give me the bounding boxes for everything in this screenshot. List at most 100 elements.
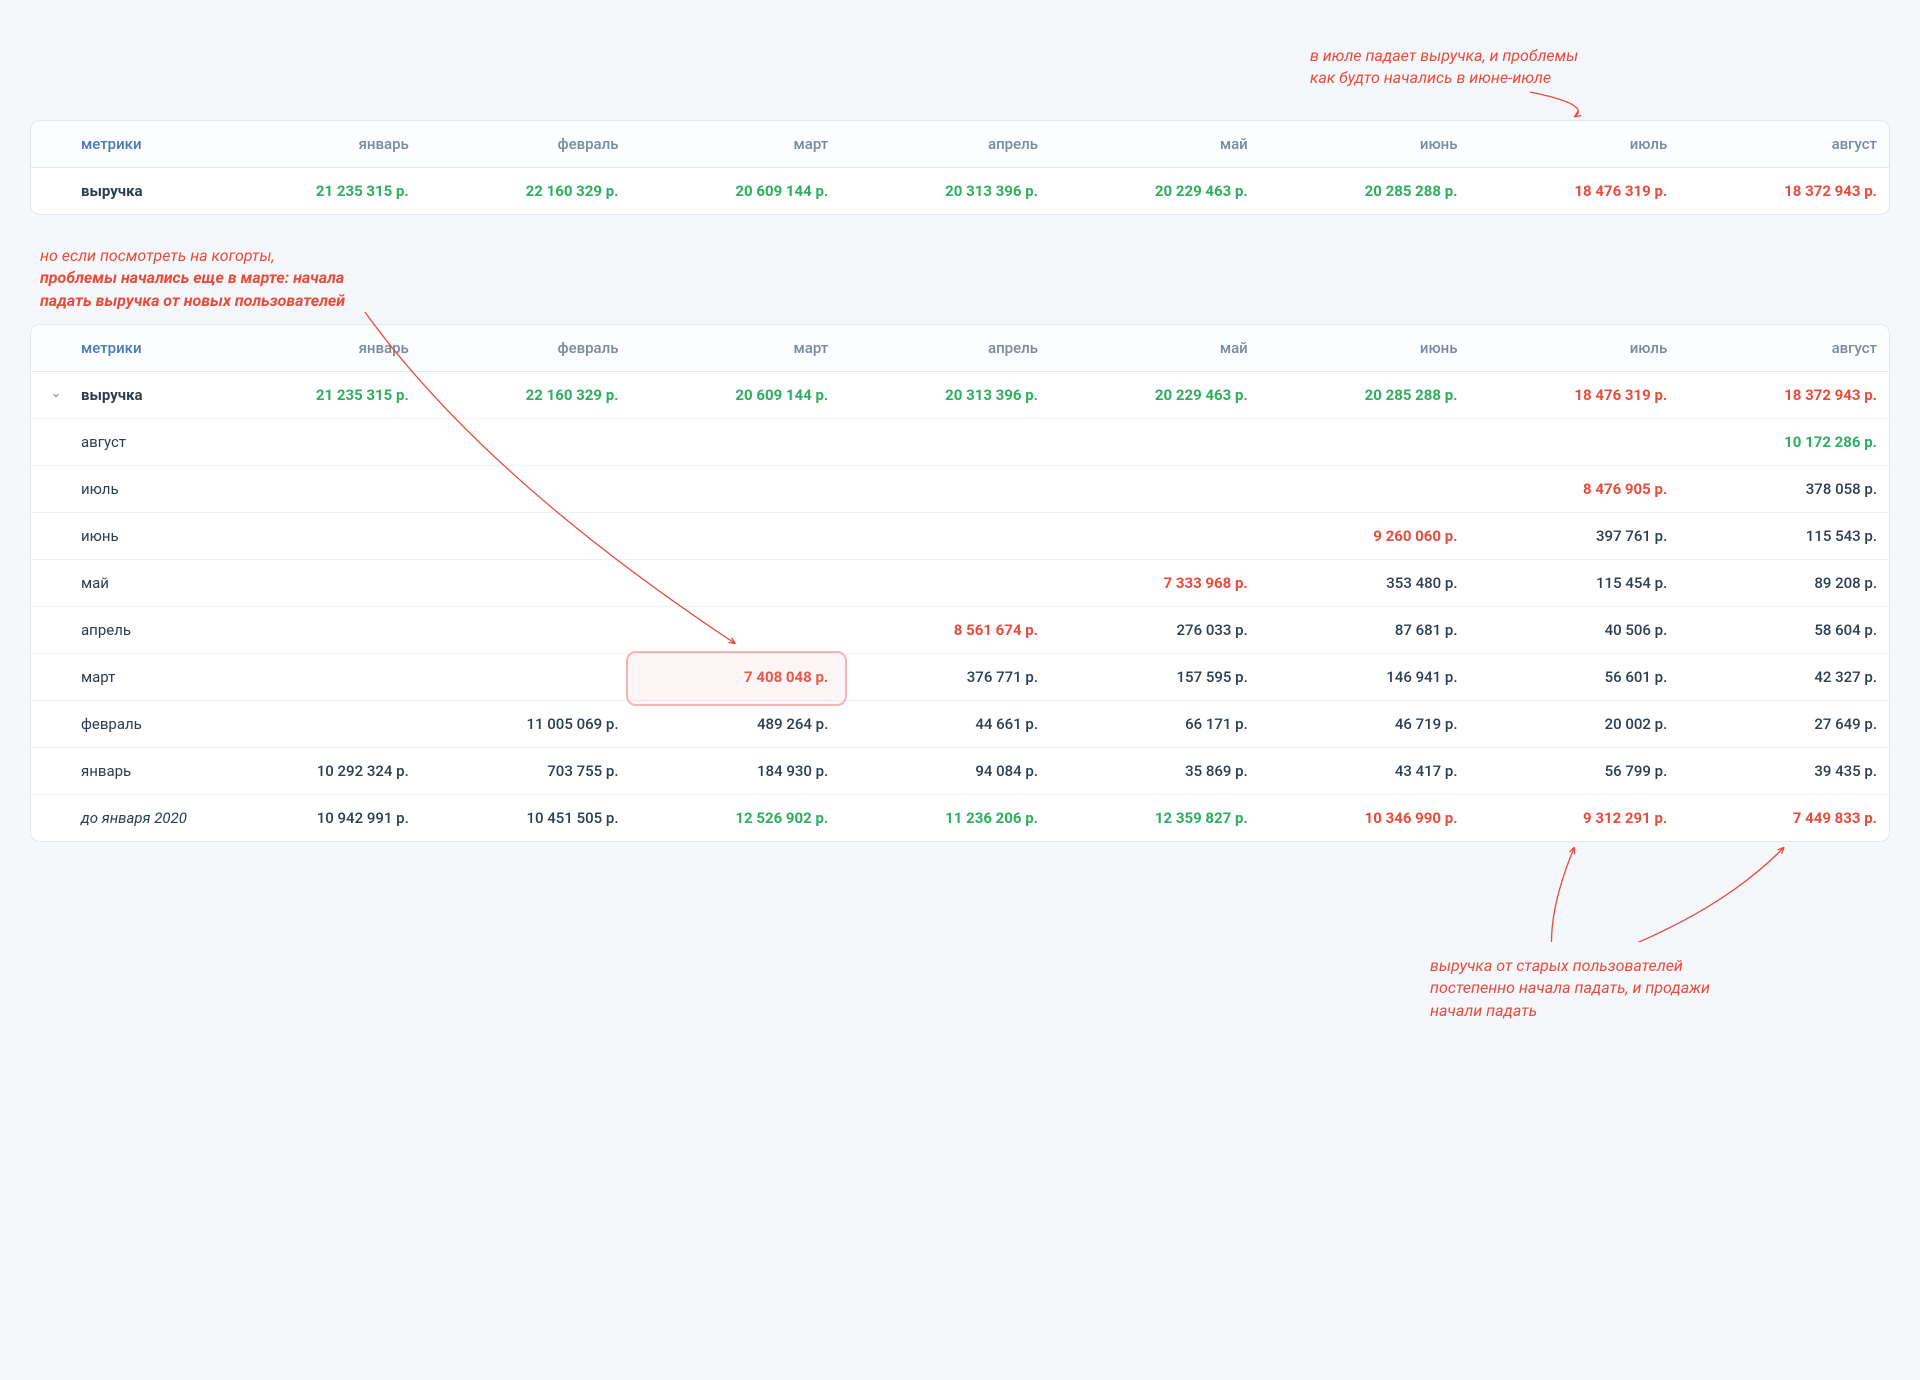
cell-value: 10 942 991 р. (211, 795, 421, 842)
cell-value: 9 260 060 р. (1260, 513, 1470, 560)
cell-value: 20 229 463 р. (1050, 168, 1260, 215)
cell-value (1260, 466, 1470, 513)
col-metrics: метрики (31, 325, 211, 372)
cell-value: 397 761 р. (1470, 513, 1680, 560)
annotation-bottom: выручка от старых пользователей постепен… (1430, 955, 1810, 1022)
cell-value (211, 654, 421, 701)
cell-value: 20 313 396 р. (840, 168, 1050, 215)
cell-value (211, 560, 421, 607)
cell-value: 8 476 905 р. (1470, 466, 1680, 513)
cell-value: 146 941 р. (1260, 654, 1470, 701)
row-label: выручка (31, 168, 211, 215)
col-month: июль (1470, 325, 1680, 372)
cell-value: 22 160 329 р. (421, 168, 631, 215)
col-month: апрель (840, 325, 1050, 372)
col-month: февраль (421, 121, 631, 168)
annotation-text: как будто начались в июне-июле (1310, 68, 1551, 87)
cell-value: 40 506 р. (1470, 607, 1680, 654)
cell-value (840, 560, 1050, 607)
cell-value: 376 771 р. (840, 654, 1050, 701)
cell-value (421, 513, 631, 560)
col-month: январь (211, 121, 421, 168)
cell-value (1050, 513, 1260, 560)
cell-value (1050, 419, 1260, 466)
annotation-text: падать выручка от новых пользователей (40, 291, 345, 310)
cell-value: 35 869 р. (1050, 748, 1260, 795)
cell-value (421, 607, 631, 654)
cell-value: 20 313 396 р. (840, 372, 1050, 419)
cohort-table: метрикиянварьфевральмартапрельмайиюньиюл… (30, 324, 1890, 842)
cell-value: 21 235 315 р. (211, 168, 421, 215)
annotation-text: проблемы начались еще в марте: начала (40, 268, 344, 287)
cell-value (1260, 419, 1470, 466)
cell-value: 20 002 р. (1470, 701, 1680, 748)
cell-value: 10 346 990 р. (1260, 795, 1470, 842)
cell-value: 87 681 р. (1260, 607, 1470, 654)
col-month: февраль (421, 325, 631, 372)
cell-value: 489 264 р. (631, 701, 841, 748)
cell-value: 20 229 463 р. (1050, 372, 1260, 419)
row-label: апрель (31, 607, 211, 654)
row-label: май (31, 560, 211, 607)
cell-value: 44 661 р. (840, 701, 1050, 748)
col-month: май (1050, 325, 1260, 372)
revenue-summary-table: метрикиянварьфевральмартапрельмайиюньиюл… (30, 120, 1890, 215)
col-month: май (1050, 121, 1260, 168)
cell-value: 18 372 943 р. (1679, 168, 1889, 215)
cell-value: 7 408 048 р. (631, 654, 841, 701)
cell-value: 20 609 144 р. (631, 168, 841, 215)
cell-value (211, 419, 421, 466)
annotation-mid: но если посмотреть на когорты, проблемы … (40, 245, 540, 312)
cell-value (211, 466, 421, 513)
cell-value: 22 160 329 р. (421, 372, 631, 419)
cell-value (211, 701, 421, 748)
annotation-text: в июле падает выручка, и проблемы (1310, 46, 1578, 65)
cell-value: 66 171 р. (1050, 701, 1260, 748)
cell-value: 12 526 902 р. (631, 795, 841, 842)
cell-value: 20 285 288 р. (1260, 372, 1470, 419)
cell-value: 43 417 р. (1260, 748, 1470, 795)
cell-value: 353 480 р. (1260, 560, 1470, 607)
cell-value: 703 755 р. (421, 748, 631, 795)
cell-value (421, 466, 631, 513)
cell-value: 89 208 р. (1679, 560, 1889, 607)
cell-value: 11 005 069 р. (421, 701, 631, 748)
cell-value (631, 513, 841, 560)
cell-value: 7 449 833 р. (1679, 795, 1889, 842)
cell-value: 42 327 р. (1679, 654, 1889, 701)
cell-value: 46 719 р. (1260, 701, 1470, 748)
cell-value (421, 560, 631, 607)
cell-value: 20 609 144 р. (631, 372, 841, 419)
cell-value: 115 543 р. (1679, 513, 1889, 560)
cell-value: 115 454 р. (1470, 560, 1680, 607)
col-month: август (1679, 325, 1889, 372)
row-label: июнь (31, 513, 211, 560)
cell-value (421, 419, 631, 466)
cell-value: 27 649 р. (1679, 701, 1889, 748)
cell-value: 18 476 319 р. (1470, 168, 1680, 215)
cell-value (840, 513, 1050, 560)
cell-value: 8 561 674 р. (840, 607, 1050, 654)
cell-value: 157 595 р. (1050, 654, 1260, 701)
row-label: июль (31, 466, 211, 513)
cell-value: 56 601 р. (1470, 654, 1680, 701)
col-month: январь (211, 325, 421, 372)
cell-value: 9 312 291 р. (1470, 795, 1680, 842)
cell-value (631, 419, 841, 466)
chevron-down-icon[interactable]: ⌄ (51, 386, 61, 400)
cell-value: 10 451 505 р. (421, 795, 631, 842)
cell-value: 7 333 968 р. (1050, 560, 1260, 607)
col-metrics: метрики (31, 121, 211, 168)
cell-value (631, 607, 841, 654)
row-label: февраль (31, 701, 211, 748)
cell-value (631, 560, 841, 607)
cell-value: 184 930 р. (631, 748, 841, 795)
row-label: март (31, 654, 211, 701)
annotation-text: но если посмотреть на когорты, (40, 246, 275, 265)
row-label: до января 2020 (31, 795, 211, 842)
cell-value (840, 466, 1050, 513)
cell-value: 21 235 315 р. (211, 372, 421, 419)
cell-value: 58 604 р. (1679, 607, 1889, 654)
col-month: март (631, 121, 841, 168)
col-month: июнь (1260, 325, 1470, 372)
